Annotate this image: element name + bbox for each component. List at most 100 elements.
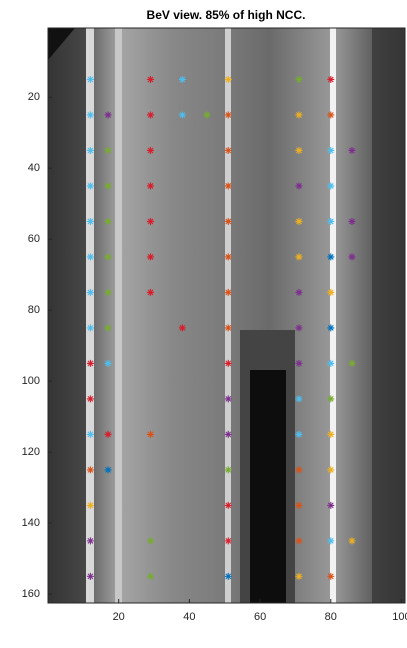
marker: [86, 537, 94, 545]
marker: [327, 182, 335, 190]
marker: [327, 537, 335, 545]
marker: [295, 146, 303, 154]
marker: [295, 537, 303, 545]
marker: [224, 395, 232, 403]
marker: [224, 75, 232, 83]
marker: [224, 359, 232, 367]
x-tick-label: 100: [392, 611, 407, 623]
marker: [348, 537, 356, 545]
marker: [104, 217, 112, 225]
marker: [224, 501, 232, 509]
marker: [86, 182, 94, 190]
marker: [104, 146, 112, 154]
marker: [86, 430, 94, 438]
marker: [104, 324, 112, 332]
axes-box: [47, 27, 406, 604]
marker: [224, 217, 232, 225]
marker: [327, 111, 335, 119]
marker: [86, 111, 94, 119]
marker: [224, 466, 232, 474]
marker: [147, 537, 155, 545]
marker: [147, 288, 155, 296]
marker: [327, 217, 335, 225]
marker: [86, 572, 94, 580]
y-tick-label: 140: [22, 517, 40, 529]
marker: [327, 359, 335, 367]
marker: [295, 75, 303, 83]
marker: [104, 182, 112, 190]
marker: [224, 430, 232, 438]
image-region: [330, 28, 336, 603]
y-tick-label: 160: [22, 588, 40, 600]
y-tick-label: 120: [22, 446, 40, 458]
marker: [348, 359, 356, 367]
marker: [327, 288, 335, 296]
marker: [295, 182, 303, 190]
marker: [86, 501, 94, 509]
image-region: [225, 28, 231, 603]
image-region: [48, 28, 88, 603]
image-region: [250, 370, 286, 603]
marker: [327, 572, 335, 580]
marker: [327, 395, 335, 403]
marker: [147, 253, 155, 261]
y-tick-label: 60: [28, 233, 40, 245]
y-tick-label: 80: [28, 304, 40, 316]
marker: [348, 146, 356, 154]
marker: [86, 395, 94, 403]
image-region: [48, 28, 75, 60]
marker: [295, 288, 303, 296]
x-tick-label: 80: [325, 611, 337, 623]
marker: [295, 217, 303, 225]
marker: [104, 359, 112, 367]
marker: [295, 501, 303, 509]
marker: [178, 75, 186, 83]
marker: [104, 466, 112, 474]
marker: [327, 324, 335, 332]
y-tick-label: 40: [28, 162, 40, 174]
marker: [86, 253, 94, 261]
marker: [348, 253, 356, 261]
x-tick-label: 20: [113, 611, 125, 623]
marker: [104, 253, 112, 261]
marker: [224, 288, 232, 296]
marker: [295, 324, 303, 332]
marker: [224, 324, 232, 332]
x-tick-label: 40: [183, 611, 195, 623]
marker: [327, 75, 335, 83]
x-tick-label: 60: [254, 611, 266, 623]
marker: [104, 430, 112, 438]
marker: [327, 430, 335, 438]
marker: [178, 111, 186, 119]
y-tick-label: 20: [28, 91, 40, 103]
marker: [348, 217, 356, 225]
marker: [295, 253, 303, 261]
marker: [147, 572, 155, 580]
marker: [224, 182, 232, 190]
marker: [327, 501, 335, 509]
chart-title: BeV view. 85% of high NCC.: [147, 8, 306, 22]
marker: [104, 111, 112, 119]
marker: [147, 430, 155, 438]
marker: [295, 466, 303, 474]
marker: [224, 111, 232, 119]
image-region: [372, 28, 405, 603]
marker: [327, 253, 335, 261]
marker: [178, 324, 186, 332]
marker: [86, 146, 94, 154]
marker: [295, 111, 303, 119]
marker: [104, 288, 112, 296]
image: [48, 28, 405, 603]
marker: [86, 359, 94, 367]
y-tick-label: 100: [22, 375, 40, 387]
marker: [147, 75, 155, 83]
marker: [86, 466, 94, 474]
marker: [224, 572, 232, 580]
marker: [147, 217, 155, 225]
marker: [327, 466, 335, 474]
image-region: [86, 28, 94, 603]
marker: [147, 182, 155, 190]
marker: [147, 111, 155, 119]
marker: [295, 430, 303, 438]
